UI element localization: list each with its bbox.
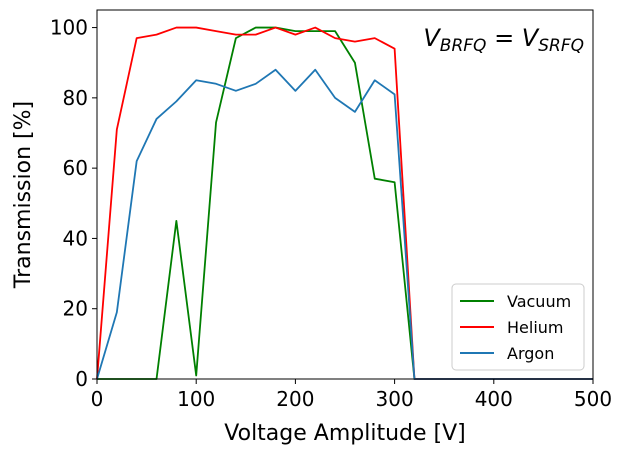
y-tick-label: 0 bbox=[75, 367, 88, 391]
annotation-eq: = V bbox=[486, 24, 539, 52]
x-tick-label: 0 bbox=[91, 387, 104, 411]
y-tick-label: 100 bbox=[50, 16, 88, 40]
y-tick-label: 60 bbox=[63, 156, 88, 180]
legend-box bbox=[451, 283, 585, 371]
legend: Vacuum Helium Argon bbox=[451, 283, 585, 371]
x-tick-label: 500 bbox=[574, 387, 612, 411]
axis-ticks: 0 100 200 300 400 500 0 20 40 60 80 100 bbox=[50, 16, 612, 411]
annotation-sub1: BRFQ bbox=[440, 36, 487, 56]
annotation-formula: VBRFQ = VSRFQ bbox=[423, 24, 584, 56]
y-tick-label: 80 bbox=[63, 86, 88, 110]
legend-label-vacuum: Vacuum bbox=[507, 292, 571, 311]
legend-label-argon: Argon bbox=[507, 344, 554, 363]
plot-frame bbox=[96, 9, 594, 380]
x-axis-title: Voltage Amplitude [V] bbox=[224, 421, 465, 446]
y-tick-label: 20 bbox=[63, 297, 88, 321]
x-tick-label: 100 bbox=[177, 387, 215, 411]
legend-label-helium: Helium bbox=[507, 318, 564, 337]
annotation-sub2: SRFQ bbox=[538, 36, 584, 56]
y-axis-title: Transmission [%] bbox=[11, 101, 36, 289]
annotation-v1: V bbox=[423, 24, 441, 52]
x-tick-label: 200 bbox=[276, 387, 314, 411]
x-tick-label: 400 bbox=[475, 387, 513, 411]
y-tick-label: 40 bbox=[63, 226, 88, 250]
x-tick-label: 300 bbox=[376, 387, 414, 411]
